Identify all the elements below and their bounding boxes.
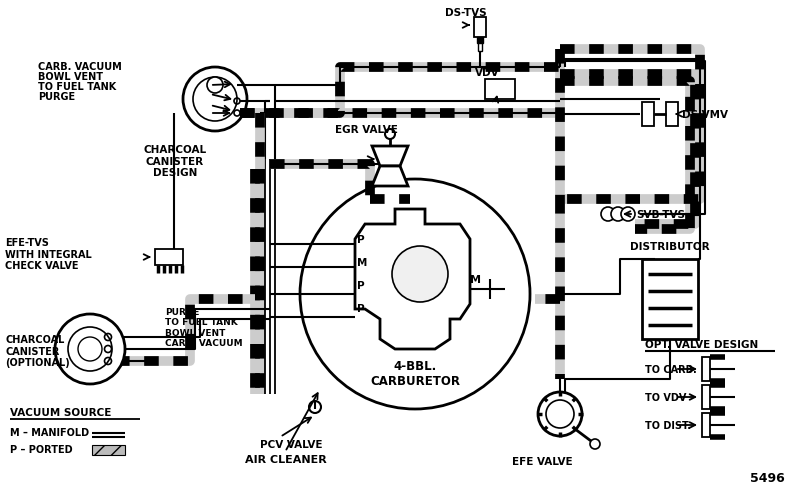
Polygon shape bbox=[372, 147, 408, 167]
Text: M: M bbox=[357, 258, 368, 267]
Circle shape bbox=[590, 439, 600, 449]
Text: 5496: 5496 bbox=[750, 471, 785, 484]
Text: P: P bbox=[357, 281, 364, 290]
Bar bbox=[155, 249, 183, 265]
Bar bbox=[702, 413, 710, 437]
Text: TO FUEL TANK: TO FUEL TANK bbox=[38, 82, 116, 92]
Text: DISTRIBUTOR: DISTRIBUTOR bbox=[630, 242, 710, 251]
Polygon shape bbox=[355, 209, 470, 349]
Circle shape bbox=[385, 130, 395, 140]
Text: 4-BBL.
CARBURETOR: 4-BBL. CARBURETOR bbox=[370, 359, 460, 387]
Text: CHARCOAL
CANISTER
DESIGN: CHARCOAL CANISTER DESIGN bbox=[144, 145, 207, 178]
Text: SVB-TVS: SVB-TVS bbox=[636, 209, 685, 220]
Bar bbox=[642, 103, 654, 127]
Text: CHARCOAL
CANISTER
(OPTIONAL): CHARCOAL CANISTER (OPTIONAL) bbox=[5, 334, 70, 367]
Text: P – PORTED: P – PORTED bbox=[10, 444, 73, 454]
Bar bbox=[666, 103, 678, 127]
Circle shape bbox=[621, 207, 635, 222]
Bar bbox=[478, 44, 482, 52]
Text: AIR CLEANER: AIR CLEANER bbox=[245, 454, 327, 464]
Bar bbox=[92, 445, 125, 455]
Text: EFE-TVS
WITH INTEGRAL
CHECK VALVE: EFE-TVS WITH INTEGRAL CHECK VALVE bbox=[5, 238, 92, 271]
Bar bbox=[642, 260, 698, 339]
Text: CARB. VACUUM: CARB. VACUUM bbox=[38, 62, 121, 72]
Text: BOWL VENT: BOWL VENT bbox=[38, 72, 103, 82]
Text: M: M bbox=[470, 274, 481, 285]
Circle shape bbox=[601, 207, 615, 222]
Text: VDV: VDV bbox=[475, 68, 499, 78]
Circle shape bbox=[538, 392, 582, 436]
Text: DS-VMV: DS-VMV bbox=[682, 110, 728, 120]
Bar bbox=[474, 18, 486, 38]
Text: OPT. VALVE DESIGN: OPT. VALVE DESIGN bbox=[645, 339, 758, 349]
Text: P: P bbox=[357, 235, 364, 244]
Circle shape bbox=[55, 314, 125, 384]
Bar bbox=[702, 357, 710, 381]
Bar bbox=[485, 80, 515, 100]
Text: DS-TVS: DS-TVS bbox=[445, 8, 487, 18]
Circle shape bbox=[611, 207, 625, 222]
Text: VACUUM SOURCE: VACUUM SOURCE bbox=[10, 407, 111, 417]
Text: EFE VALVE: EFE VALVE bbox=[511, 456, 572, 466]
Circle shape bbox=[207, 78, 223, 94]
Bar bbox=[702, 385, 710, 409]
Text: TO CARB.: TO CARB. bbox=[645, 364, 697, 374]
Bar bbox=[477, 38, 483, 44]
Text: P: P bbox=[357, 304, 364, 313]
Text: PURGE: PURGE bbox=[38, 92, 75, 102]
Polygon shape bbox=[372, 167, 408, 186]
Text: TO VDV: TO VDV bbox=[645, 392, 686, 402]
Text: PURGE
TO FUEL TANK
BOWL VENT
CARB. VACUUM: PURGE TO FUEL TANK BOWL VENT CARB. VACUU… bbox=[165, 307, 243, 347]
Circle shape bbox=[392, 246, 448, 303]
Text: M – MANIFOLD: M – MANIFOLD bbox=[10, 427, 89, 437]
Text: EGR VALVE: EGR VALVE bbox=[335, 125, 398, 135]
Text: TO DIST.: TO DIST. bbox=[645, 420, 691, 430]
Bar bbox=[598, 209, 638, 220]
Text: PCV VALVE: PCV VALVE bbox=[260, 439, 323, 449]
Circle shape bbox=[300, 180, 530, 409]
